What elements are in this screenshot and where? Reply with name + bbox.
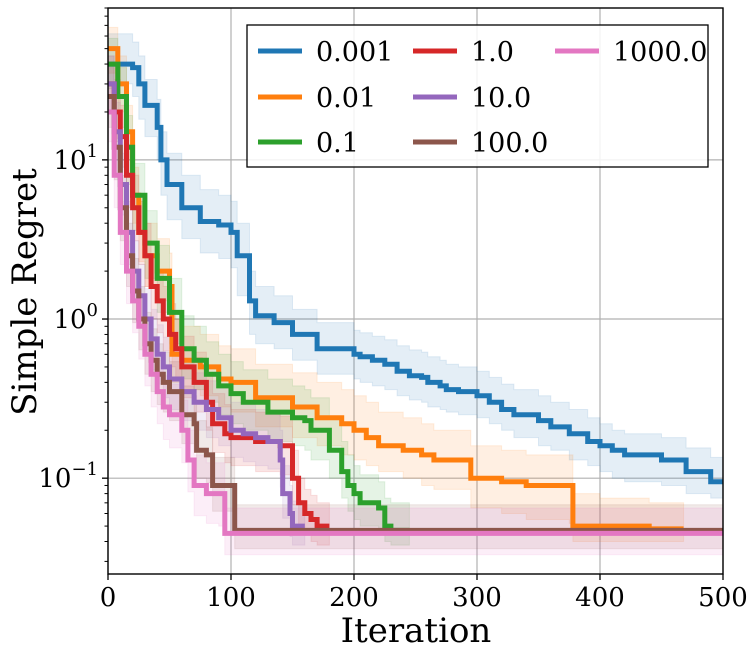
x-tick-label: 0 [100,583,117,613]
series-line-1-0 [108,81,330,529]
series-line-0-001 [108,61,723,485]
legend-label: 1.0 [471,37,514,68]
series-line-1000-0 [108,109,723,536]
legend-label: 0.001 [316,37,393,68]
x-axis-label: Iteration [341,611,492,651]
legend-label: 10.0 [471,83,531,114]
legend-label: 0.01 [316,83,376,114]
x-tick-label: 400 [575,583,625,613]
y-tick-base: 10 [38,464,71,494]
plot-frame [107,7,724,575]
y-tick-base: 10 [53,305,86,335]
y-tick-exponent: 1 [87,141,98,162]
band-0-001 [108,33,723,499]
y-tick-exponent: −1 [71,459,98,480]
legend-label: 100.0 [471,128,548,159]
legend-label: 0.1 [316,128,359,159]
x-tick-label: 100 [206,583,256,613]
legend: 0.001 0.01 0.1 1.0 10.0 100.0 1000.0 [246,24,709,168]
x-axis: 0 100 200 300 400 500 [100,574,748,613]
series-line-100-0 [108,94,723,533]
y-tick-base: 10 [53,146,86,176]
y-tick-exponent: 0 [87,300,98,321]
legend-label: 1000.0 [613,37,707,68]
y-tick-label: 101 [53,141,98,176]
series-lines [108,46,723,536]
y-axis-label: Simple Regret [5,168,45,416]
band-0-01 [108,26,685,542]
x-tick-label: 200 [329,583,379,613]
y-tick-label: 10−1 [38,459,98,494]
x-tick-label: 300 [452,583,502,613]
legend-box [246,24,709,168]
y-tick-label: 100 [53,300,98,335]
x-tick-label: 500 [698,583,748,613]
